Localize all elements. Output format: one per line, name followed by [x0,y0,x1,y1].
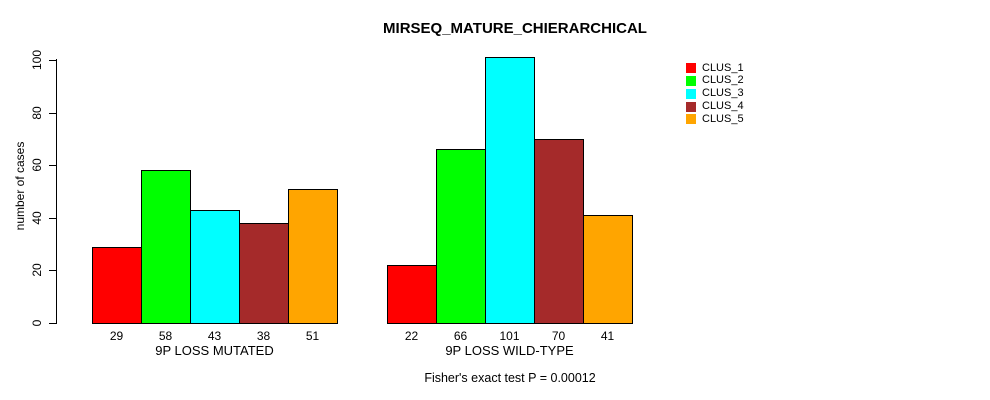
bar-value-label: 51 [305,329,320,343]
legend-label: CLUS_4 [702,100,744,113]
y-tick-label: 20 [30,263,44,278]
bar-value-label: 70 [551,329,566,343]
legend-item-clus_2: CLUS_2 [686,75,744,86]
legend-label: CLUS_1 [702,61,744,74]
bar-clus_3-group2 [485,57,535,324]
x-category-label: 9P LOSS MUTATED [155,343,274,358]
y-tick-mark [49,217,56,219]
legend-swatch-icon [686,63,696,73]
bar-clus_4-group2 [534,138,584,324]
y-tick-label: 60 [30,158,44,172]
legend-item-clus_1: CLUS_1 [686,61,744,74]
y-tick-label: 100 [30,49,44,71]
legend-swatch-icon [686,114,696,125]
bar-value-label: 101 [499,329,520,343]
y-axis-title: number of cases [13,141,27,231]
bar-clus_2-group1 [141,170,191,324]
bar-clus_1-group1 [92,246,142,324]
legend-item-clus_5: CLUS_5 [686,112,744,125]
y-tick-mark [49,270,56,272]
y-tick-mark [49,60,56,61]
y-tick-mark [49,165,56,167]
bar-value-label: 41 [600,329,615,343]
bar-value-label: 66 [453,329,468,343]
y-tick-mark [49,112,56,114]
y-tick-mark [49,323,56,324]
bar-clus_4-group1 [239,223,289,324]
bar-value-label: 43 [207,329,222,343]
y-tick-label: 40 [30,211,44,225]
stat-test-caption: Fisher's exact test P = 0.00012 [424,371,596,385]
y-axis-line [56,59,57,324]
x-category-label: 9P LOSS WILD-TYPE [445,343,574,358]
bar-clus_3-group1 [190,209,240,324]
bar-value-label: 38 [256,329,271,343]
legend-item-clus_4: CLUS_4 [686,101,744,112]
bar-clus_1-group2 [387,265,437,324]
legend-swatch-icon [686,101,696,112]
bar-clus_5-group2 [583,215,633,324]
bar-clus_5-group1 [288,188,338,324]
legend-swatch-icon [686,88,696,99]
legend-label: CLUS_3 [702,87,744,100]
legend-swatch-icon [686,75,696,86]
legend-label: CLUS_2 [702,74,744,87]
y-tick-label: 0 [30,319,44,327]
chart-title: MIRSEQ_MATURE_CHIERARCHICAL [383,20,647,37]
bar-value-label: 29 [109,329,124,343]
bar-clus_2-group2 [436,149,486,324]
y-tick-label: 80 [30,105,44,120]
legend-label: CLUS_5 [702,112,744,125]
bar-value-label: 22 [404,329,419,343]
bar-value-label: 58 [158,329,173,343]
legend-item-clus_3: CLUS_3 [686,88,744,99]
